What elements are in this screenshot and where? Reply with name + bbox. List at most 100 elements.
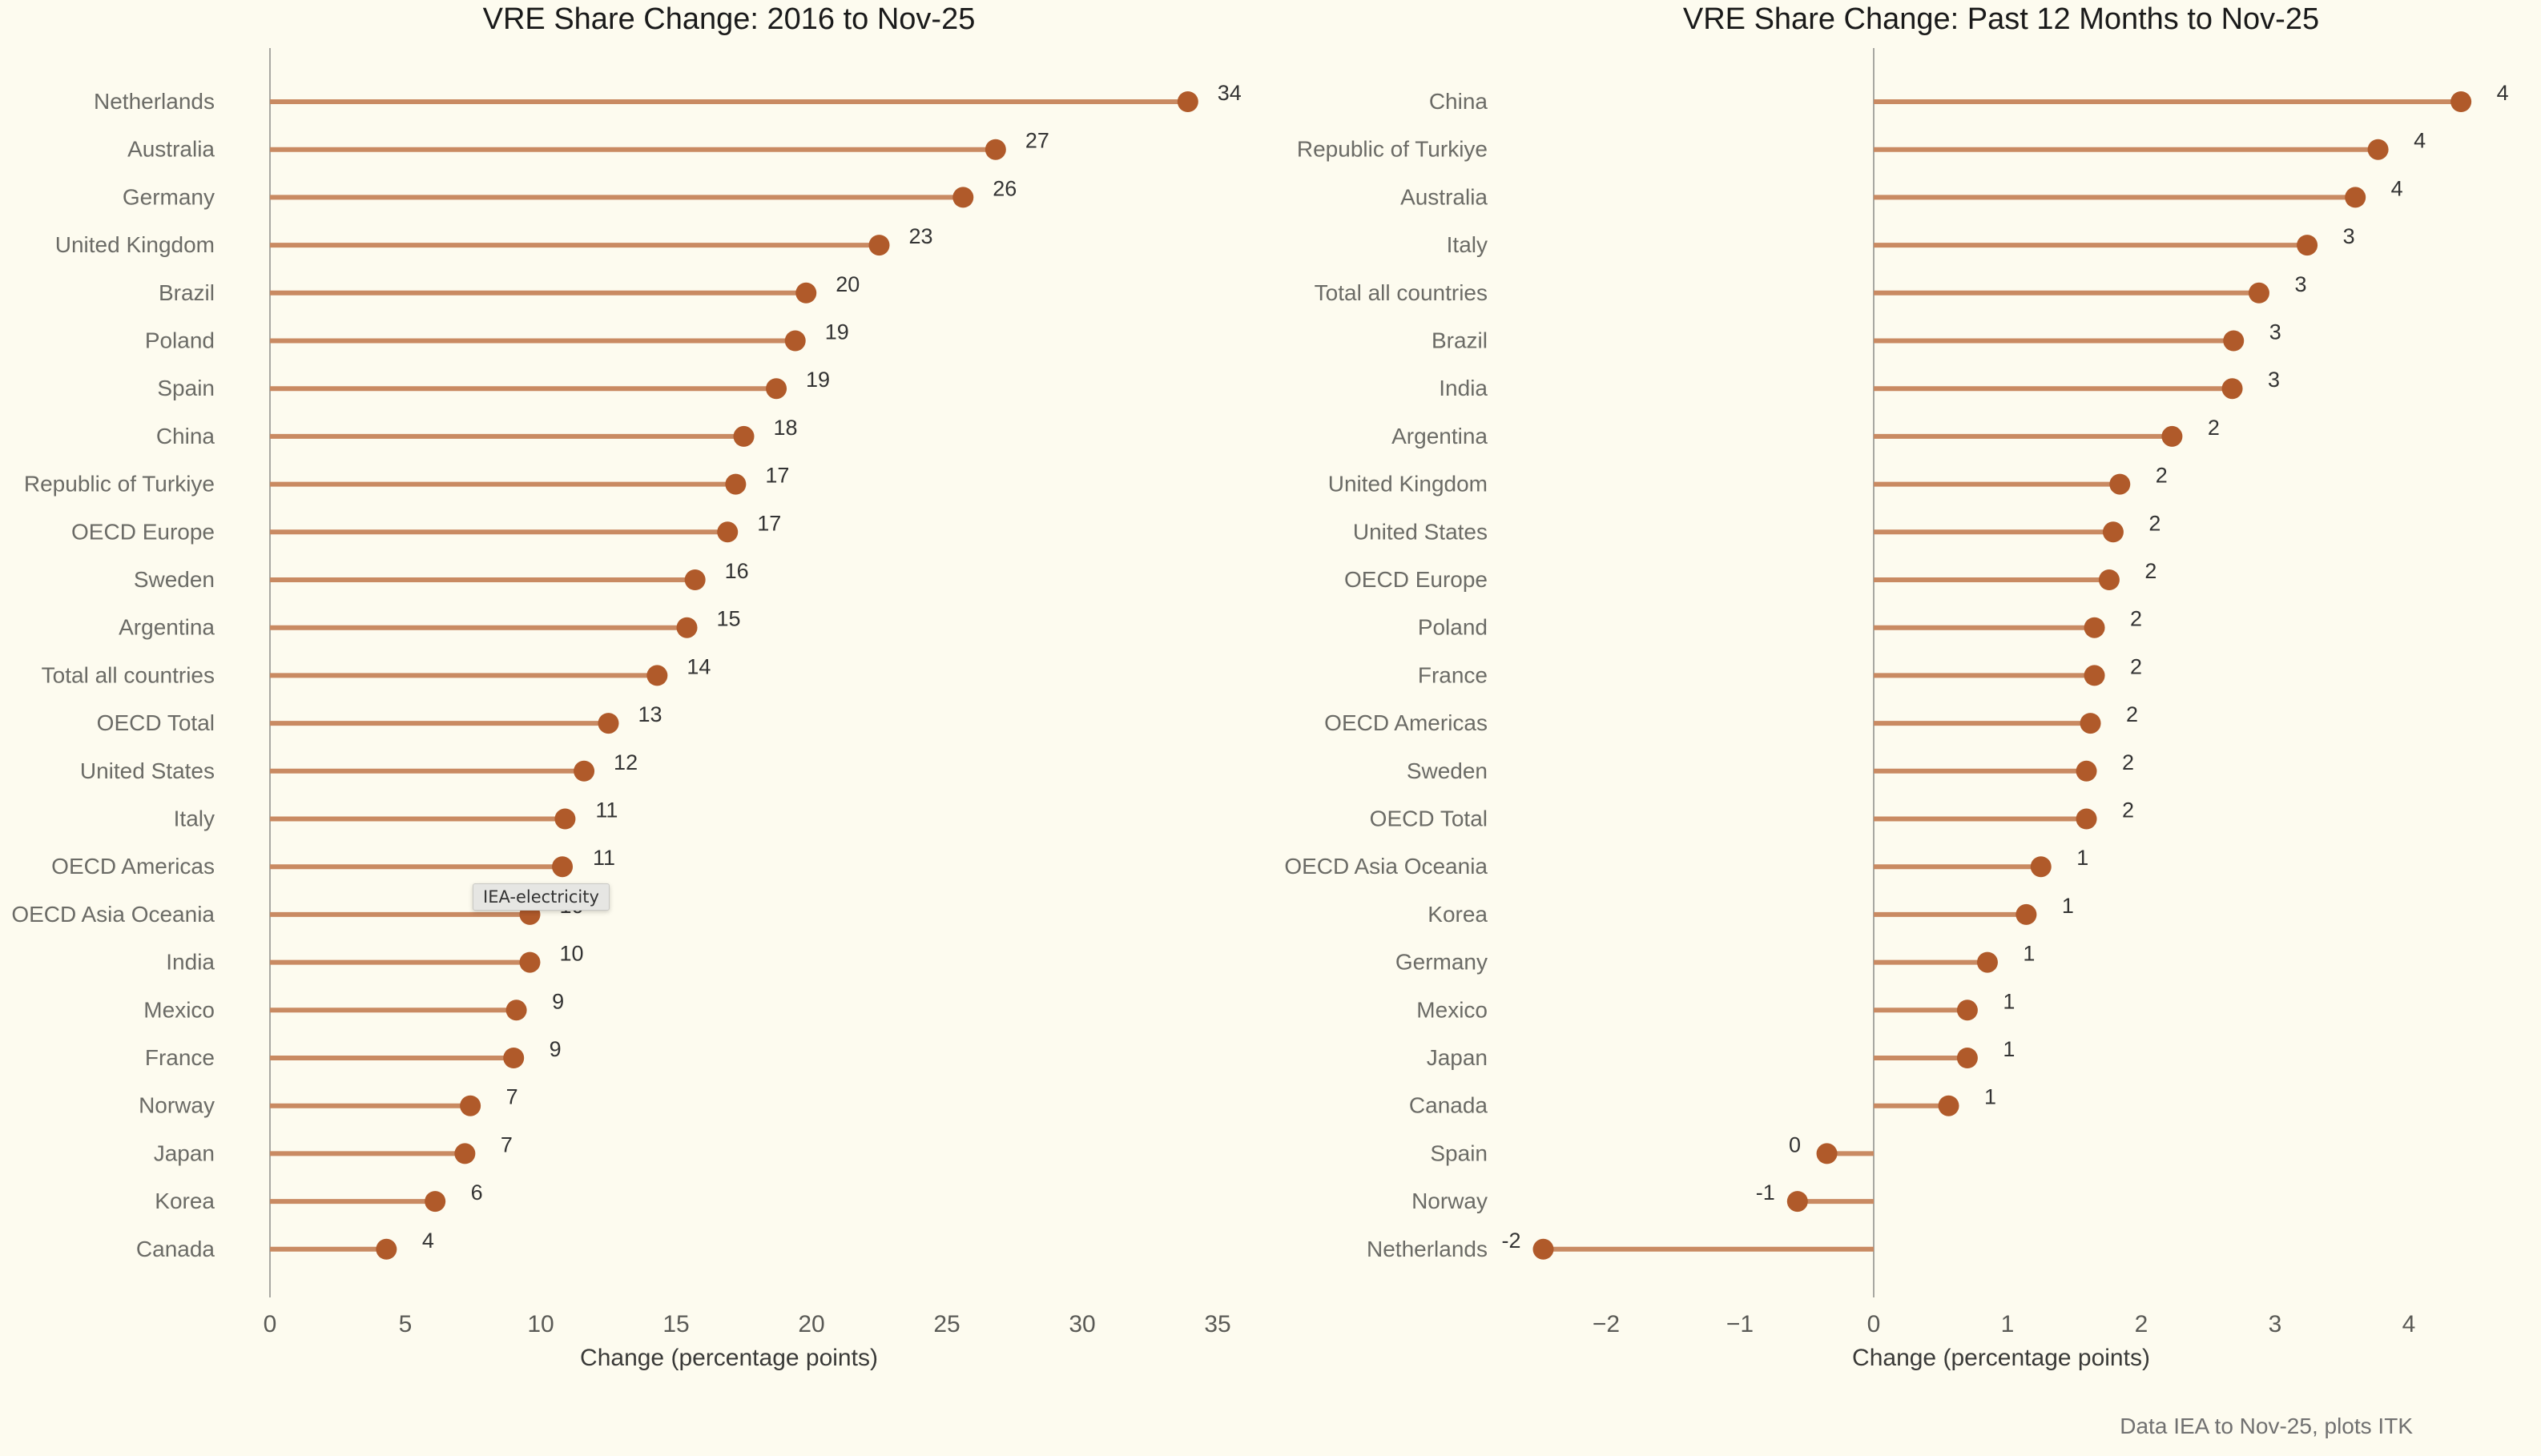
x-tick-label: 3 (2269, 1311, 2282, 1337)
x-tick-label: 2 (2135, 1311, 2148, 1337)
category-label: Canada (1409, 1093, 1488, 1118)
data-label: 4 (2497, 81, 2509, 105)
lollipop-dot (2080, 713, 2101, 734)
lollipop-dot (985, 139, 1006, 160)
data-label: 2 (2130, 607, 2142, 631)
data-label: 18 (773, 416, 797, 440)
category-label: Brazil (1432, 328, 1488, 353)
data-label: 1 (2076, 846, 2088, 870)
data-label: 2 (2122, 798, 2134, 823)
category-label: OECD Europe (1344, 567, 1488, 592)
category-label: Italy (174, 806, 215, 831)
x-axis-label: Change (percentage points) (580, 1345, 878, 1371)
chart-title: VRE Share Change: Past 12 Months to Nov-… (1683, 2, 2319, 36)
lollipop-dot (2084, 665, 2105, 686)
category-label: Germany (1395, 950, 1488, 975)
data-label: 11 (595, 798, 618, 823)
lollipop-dot (1956, 999, 1978, 1021)
data-label: 3 (2269, 320, 2281, 344)
data-label: 1 (2003, 989, 2015, 1013)
data-label: -1 (1756, 1180, 1775, 1205)
category-label: Total all countries (1315, 280, 1488, 305)
lollipop-dot (2076, 808, 2097, 830)
lollipop-dot (1938, 1095, 1959, 1116)
category-label: France (145, 1045, 215, 1070)
lollipop-dot (505, 999, 527, 1021)
lollipop-dot (460, 1095, 481, 1116)
lollipop-dot (684, 569, 706, 590)
x-tick-label: 10 (527, 1311, 554, 1337)
category-label: Australia (127, 137, 215, 162)
category-label: China (1429, 89, 1488, 114)
category-label: Japan (154, 1140, 215, 1165)
data-label: 1 (2023, 942, 2035, 966)
x-tick-label: 0 (1867, 1311, 1881, 1337)
data-label: 7 (506, 1085, 518, 1109)
category-label: Norway (139, 1093, 215, 1118)
x-tick-label: −1 (1726, 1311, 1754, 1337)
lollipop-dot (2297, 235, 2318, 256)
source-note: Data IEA to Nov-25, plots ITK (2120, 1414, 2413, 1438)
lollipop-dot (868, 235, 890, 256)
lollipop-dot (554, 808, 576, 830)
lollipop-dot (2367, 139, 2389, 160)
category-label: OECD Asia Oceania (1284, 854, 1488, 879)
data-label: 10 (559, 942, 583, 966)
lollipop-dot (1976, 951, 1998, 973)
data-label: 23 (908, 224, 932, 248)
lollipop-dot (952, 187, 974, 208)
data-label: 17 (757, 511, 781, 535)
lollipop-dot (725, 473, 747, 495)
data-label: 19 (825, 320, 849, 344)
data-label: 11 (593, 846, 615, 870)
lollipop-dot (425, 1191, 446, 1213)
x-tick-label: 15 (662, 1311, 689, 1337)
category-label: China (156, 424, 215, 448)
data-label: 2 (2148, 511, 2160, 535)
data-label: 34 (1218, 81, 1242, 105)
lollipop-dot (717, 521, 739, 543)
data-label: 3 (2294, 272, 2306, 296)
category-label: Total all countries (42, 662, 215, 687)
category-label: Italy (1447, 232, 1488, 257)
lollipop-dot (1816, 1143, 1838, 1164)
data-label: 4 (2391, 176, 2403, 200)
lollipop-dot (2098, 569, 2120, 590)
data-label: 2 (2130, 654, 2142, 678)
lollipop-dot (2076, 760, 2097, 782)
data-label: 27 (1025, 129, 1049, 153)
lollipop-dot (2248, 282, 2269, 304)
lollipop-dot (733, 425, 755, 447)
category-label: OECD Asia Oceania (11, 902, 215, 927)
data-label: 2 (2144, 559, 2156, 583)
lollipop-dot (454, 1143, 476, 1164)
x-axis-label: Change (percentage points) (1852, 1345, 2150, 1371)
category-label: Australia (1400, 184, 1488, 209)
category-label: Korea (1428, 902, 1488, 927)
x-tick-label: 30 (1069, 1311, 1095, 1337)
lollipop-dot (646, 665, 668, 686)
category-label: Republic of Turkiye (1297, 137, 1488, 162)
lollipop-dot (2084, 617, 2105, 638)
lollipop-dot (1177, 91, 1198, 112)
lollipop-dot (2161, 425, 2183, 447)
category-label: Sweden (1407, 758, 1488, 783)
data-label: 15 (716, 607, 740, 631)
lollipop-dot (574, 760, 595, 782)
x-tick-label: 0 (264, 1311, 277, 1337)
data-label: 26 (993, 176, 1017, 200)
data-label: 2 (2156, 464, 2168, 488)
data-label: 4 (2414, 129, 2426, 153)
category-label: Argentina (119, 615, 215, 640)
lollipop-dot (552, 856, 574, 878)
lollipop-dot (2102, 521, 2124, 543)
data-label: 12 (614, 750, 638, 774)
x-tick-label: 20 (798, 1311, 824, 1337)
category-label: Germany (123, 184, 215, 209)
category-label: OECD Americas (51, 854, 215, 879)
category-label: United Kingdom (55, 232, 215, 257)
category-label: Poland (1418, 615, 1488, 640)
lollipop-dot (376, 1238, 397, 1260)
data-label: 2 (2126, 702, 2138, 726)
